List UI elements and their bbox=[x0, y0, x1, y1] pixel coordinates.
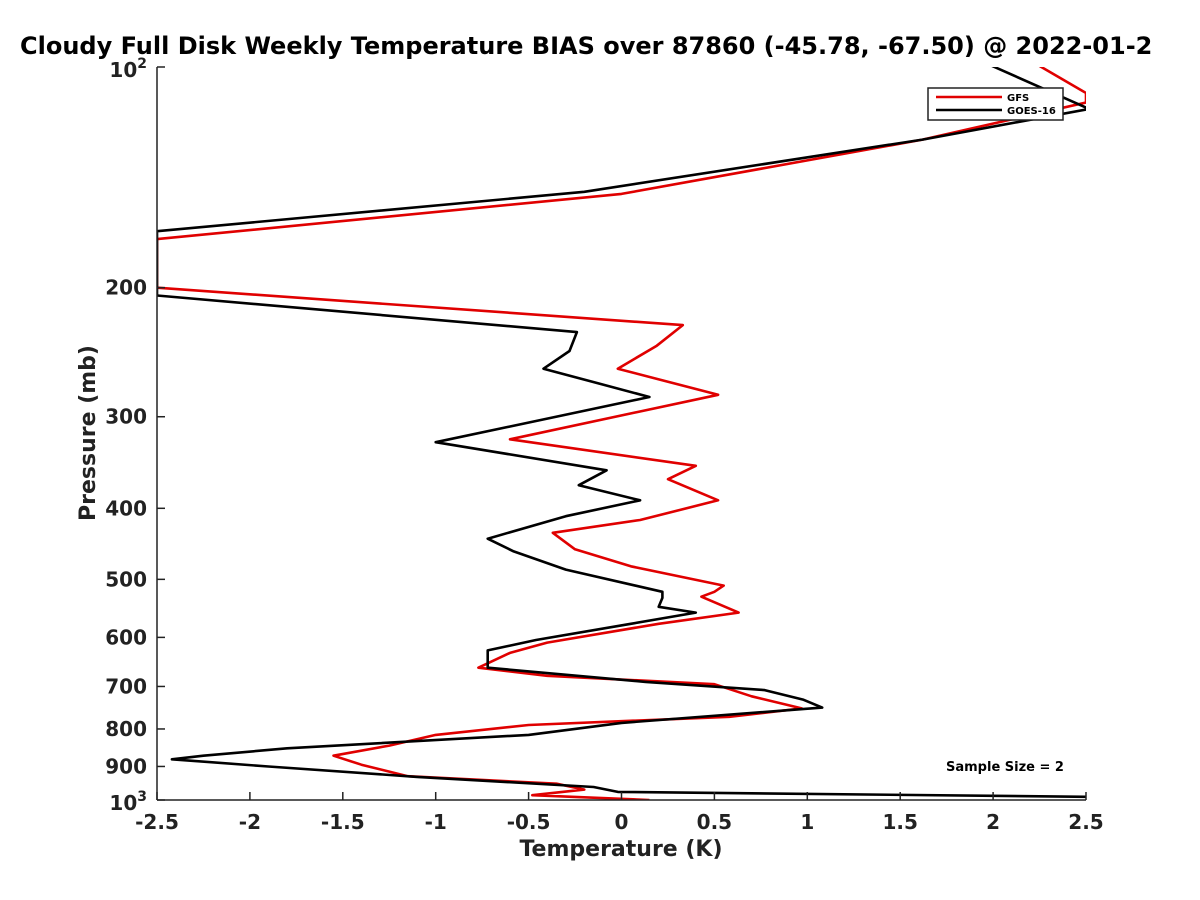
x-tick-label: 0 bbox=[615, 810, 629, 834]
legend-label-gfs: GFS bbox=[1007, 93, 1029, 104]
y-tick-label: 700 bbox=[105, 674, 147, 698]
sample-size-annotation: Sample Size = 2 bbox=[946, 760, 1064, 775]
y-tick-label: 800 bbox=[105, 717, 147, 741]
y-tick-label: 300 bbox=[105, 405, 147, 429]
x-axis-title: Temperature (K) bbox=[519, 837, 722, 862]
series-line-gfs bbox=[157, 67, 1086, 800]
y-tick-label: 200 bbox=[105, 276, 147, 300]
y-tick-label: 400 bbox=[105, 496, 147, 520]
legend-box bbox=[927, 87, 1064, 121]
y-tick-label: 103 bbox=[109, 789, 147, 815]
x-tick-label: -2 bbox=[239, 810, 261, 834]
x-tick-label: 2.5 bbox=[1068, 810, 1103, 834]
x-axis-ticks: -2.5 -2 -1.5 -1 -0.5 0 0.5 1 1.5 2 2.5 bbox=[135, 792, 1104, 834]
x-tick-label: 1.5 bbox=[882, 810, 917, 834]
x-tick-label: -0.5 bbox=[507, 810, 551, 834]
y-tick-label: 900 bbox=[105, 754, 147, 778]
y-axis-ticks: 102 200 300 400 500 600 700 800 900 103 bbox=[105, 56, 165, 815]
series-layer bbox=[157, 67, 1086, 800]
y-tick-label: 600 bbox=[105, 625, 147, 649]
series-line-goes-16 bbox=[157, 67, 1086, 799]
y-tick-label: 500 bbox=[105, 567, 147, 591]
x-tick-label: -2.5 bbox=[135, 810, 179, 834]
legend: GFS GOES-16 bbox=[927, 87, 1064, 121]
y-axis-title: Pressure (mb) bbox=[76, 345, 101, 521]
x-tick-label: 0.5 bbox=[697, 810, 732, 834]
x-tick-label: -1.5 bbox=[321, 810, 365, 834]
chart-title: Cloudy Full Disk Weekly Temperature BIAS… bbox=[20, 32, 1152, 60]
y-tick-label: 102 bbox=[109, 56, 147, 82]
x-tick-label: -1 bbox=[425, 810, 447, 834]
x-tick-label: 1 bbox=[800, 810, 814, 834]
x-tick-label: 2 bbox=[986, 810, 1000, 834]
legend-label-goes-16: GOES-16 bbox=[1007, 106, 1056, 117]
